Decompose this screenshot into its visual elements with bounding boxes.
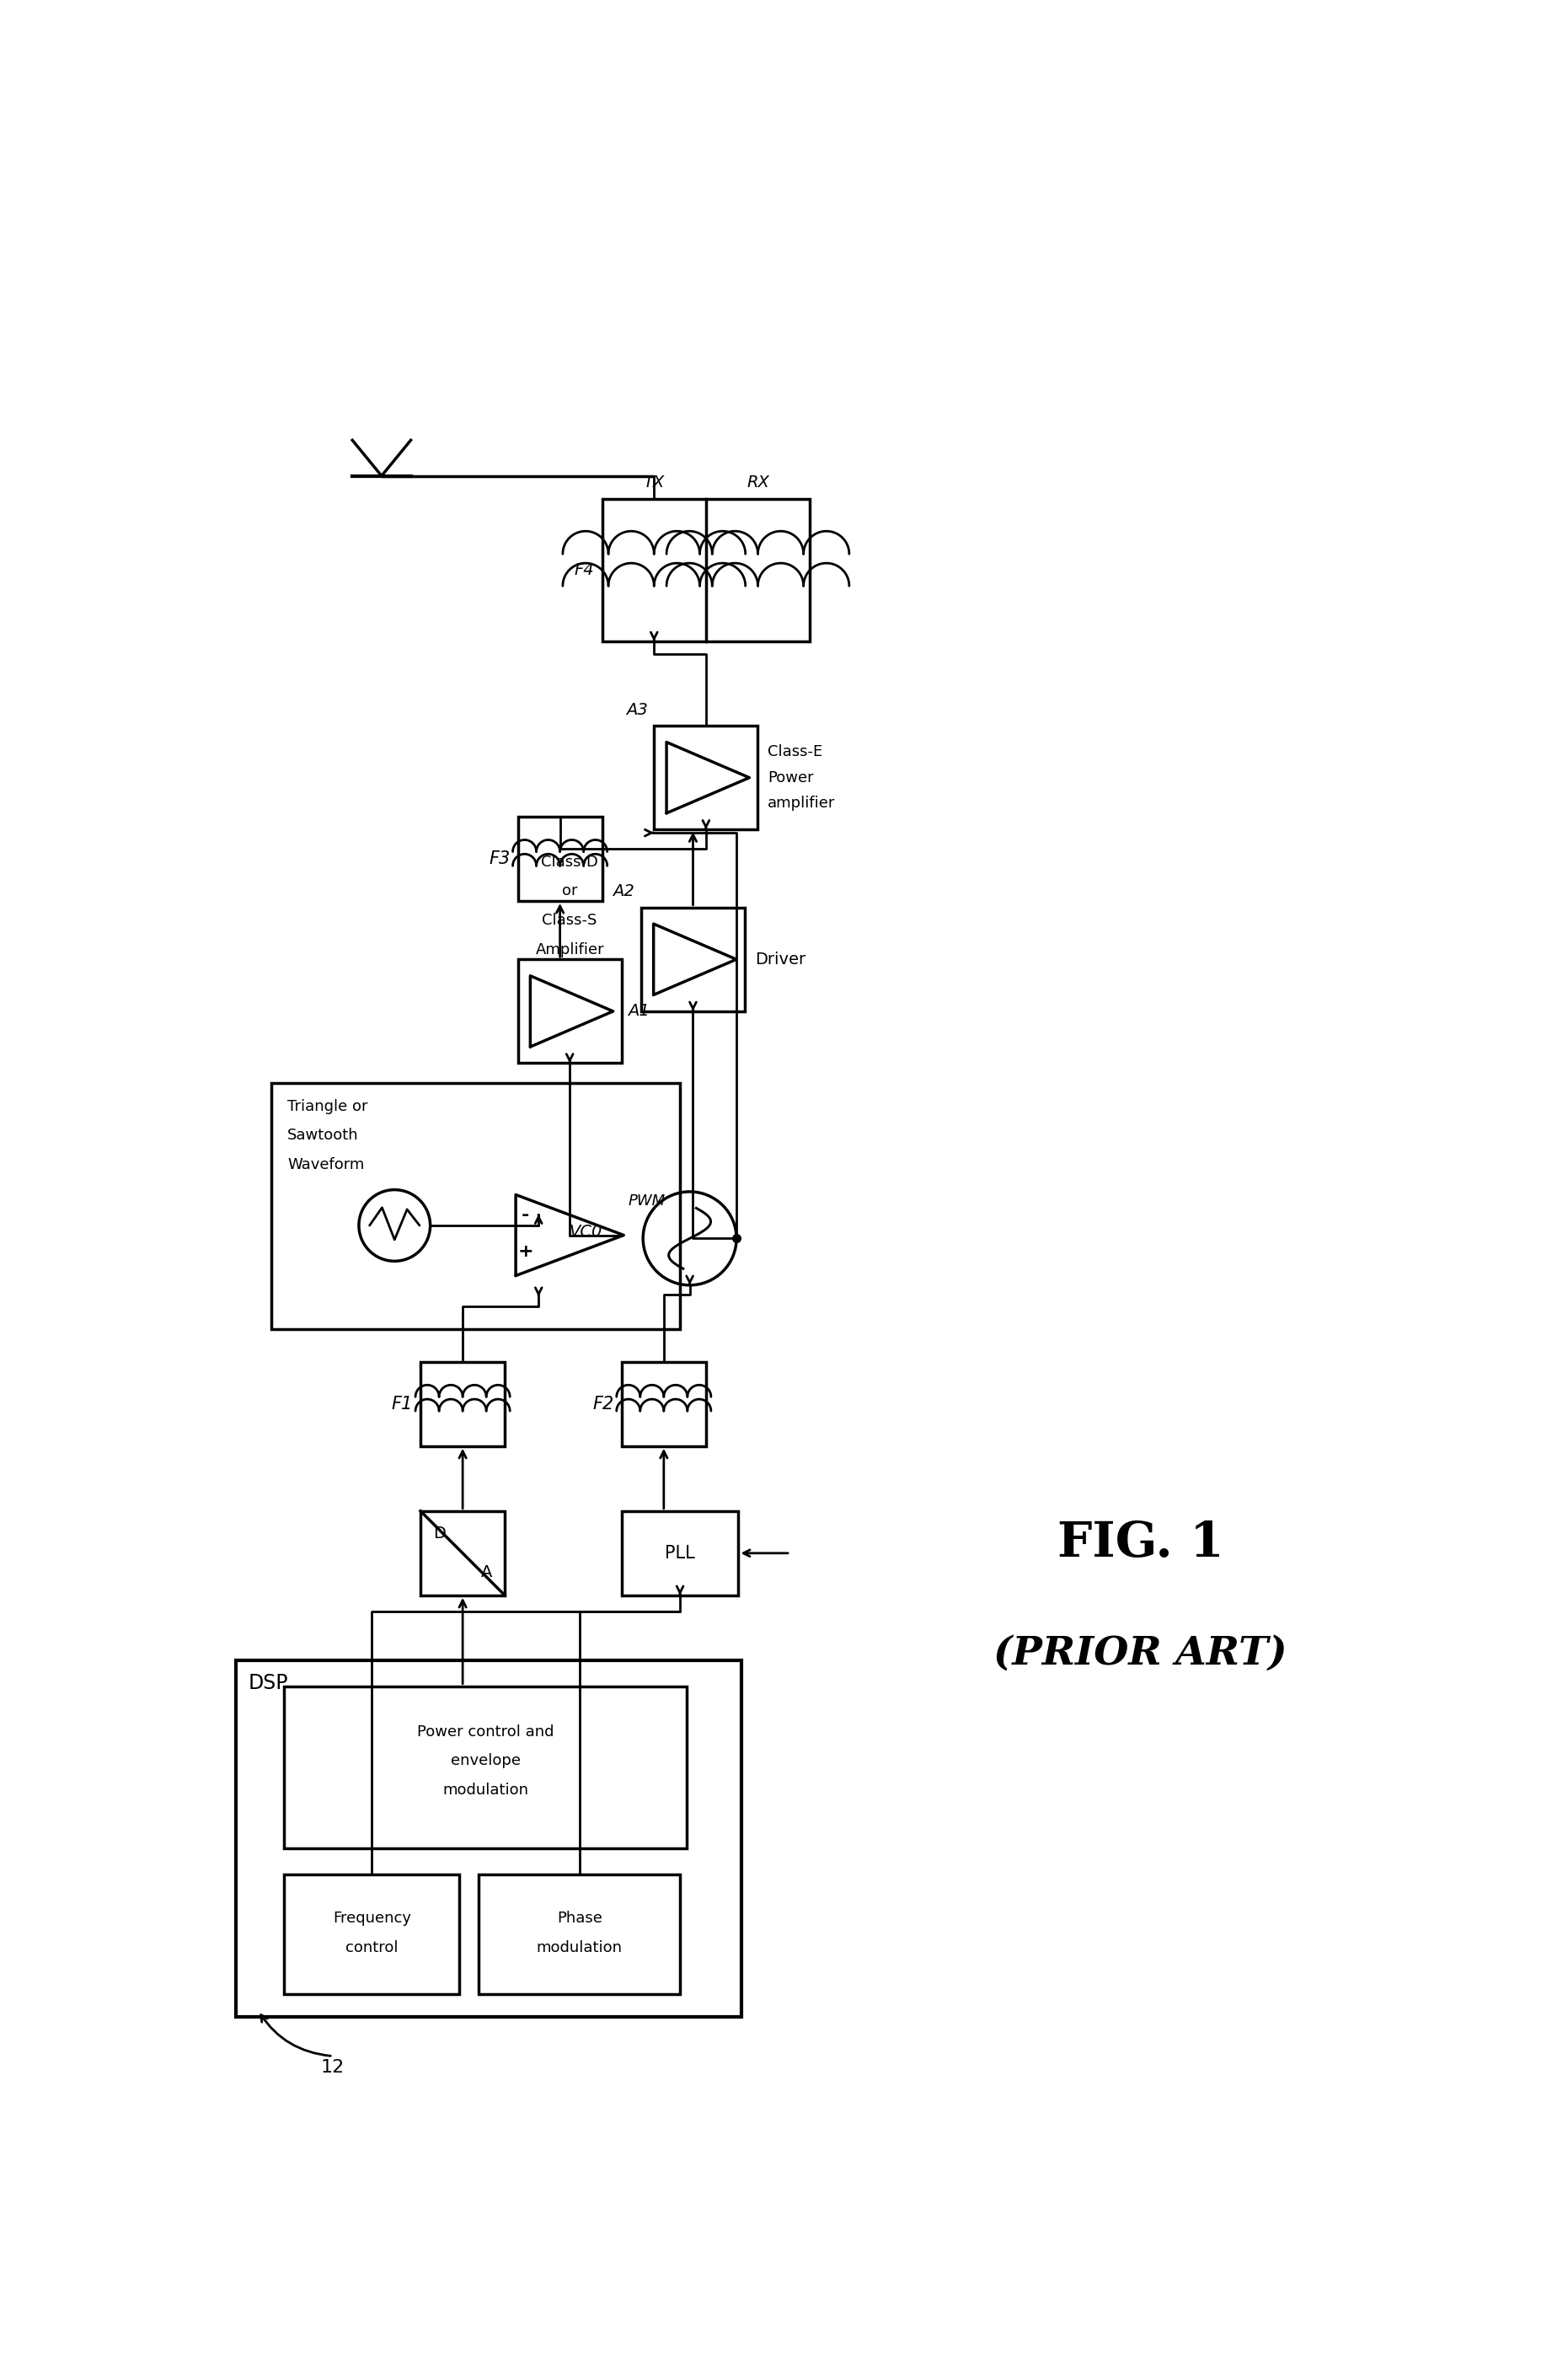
Text: A3: A3 bbox=[626, 701, 648, 718]
Text: F3: F3 bbox=[489, 850, 510, 866]
Text: Power control and: Power control and bbox=[417, 1723, 554, 1740]
Bar bbox=[235, 1660, 742, 2017]
Bar bbox=[654, 725, 757, 829]
Text: -: - bbox=[522, 1208, 530, 1224]
Text: envelope: envelope bbox=[450, 1754, 521, 1768]
Text: Phase: Phase bbox=[557, 1911, 602, 1926]
Text: (PRIOR ART): (PRIOR ART) bbox=[994, 1634, 1287, 1674]
Text: Triangle or: Triangle or bbox=[287, 1099, 368, 1113]
Bar bbox=[621, 1361, 706, 1445]
Text: PLL: PLL bbox=[665, 1544, 695, 1561]
Bar bbox=[271, 1083, 681, 1330]
Text: FIG. 1: FIG. 1 bbox=[1057, 1521, 1225, 1568]
Text: Driver: Driver bbox=[754, 951, 806, 967]
Text: Frequency: Frequency bbox=[332, 1911, 411, 1926]
Text: RX: RX bbox=[746, 476, 770, 490]
Text: F4: F4 bbox=[574, 563, 594, 579]
Bar bbox=[478, 1874, 681, 1994]
Bar bbox=[641, 906, 745, 1012]
Text: Class-E: Class-E bbox=[768, 744, 823, 760]
Text: Power: Power bbox=[768, 770, 814, 786]
Bar bbox=[420, 1511, 505, 1596]
Text: A: A bbox=[481, 1565, 492, 1580]
Text: control: control bbox=[345, 1940, 398, 1956]
Text: 12: 12 bbox=[321, 2060, 345, 2076]
Text: VC0: VC0 bbox=[569, 1224, 602, 1241]
Text: amplifier: amplifier bbox=[768, 796, 836, 812]
Text: modulation: modulation bbox=[536, 1940, 622, 1956]
Bar bbox=[517, 960, 621, 1064]
Text: or: or bbox=[561, 883, 577, 899]
Bar bbox=[284, 1685, 687, 1848]
Bar bbox=[284, 1874, 459, 1994]
Text: D: D bbox=[433, 1525, 445, 1542]
Text: Sawtooth: Sawtooth bbox=[287, 1128, 359, 1144]
Text: Class-D: Class-D bbox=[541, 855, 599, 869]
Text: Waveform: Waveform bbox=[287, 1158, 364, 1172]
Bar bbox=[621, 1511, 739, 1596]
Text: TX: TX bbox=[643, 476, 665, 490]
Text: PWM: PWM bbox=[629, 1193, 665, 1208]
Text: Amplifier: Amplifier bbox=[535, 942, 604, 958]
Bar bbox=[517, 817, 602, 902]
Text: F2: F2 bbox=[593, 1396, 613, 1412]
Bar bbox=[602, 499, 809, 640]
Text: +: + bbox=[517, 1243, 533, 1259]
Bar bbox=[420, 1361, 505, 1445]
Text: DSP: DSP bbox=[249, 1674, 289, 1693]
Text: Class-S: Class-S bbox=[543, 913, 597, 927]
Text: A1: A1 bbox=[629, 1003, 649, 1019]
FancyArrowPatch shape bbox=[260, 2015, 331, 2055]
Text: F1: F1 bbox=[392, 1396, 412, 1412]
Text: modulation: modulation bbox=[442, 1782, 528, 1798]
Text: A2: A2 bbox=[613, 883, 635, 899]
